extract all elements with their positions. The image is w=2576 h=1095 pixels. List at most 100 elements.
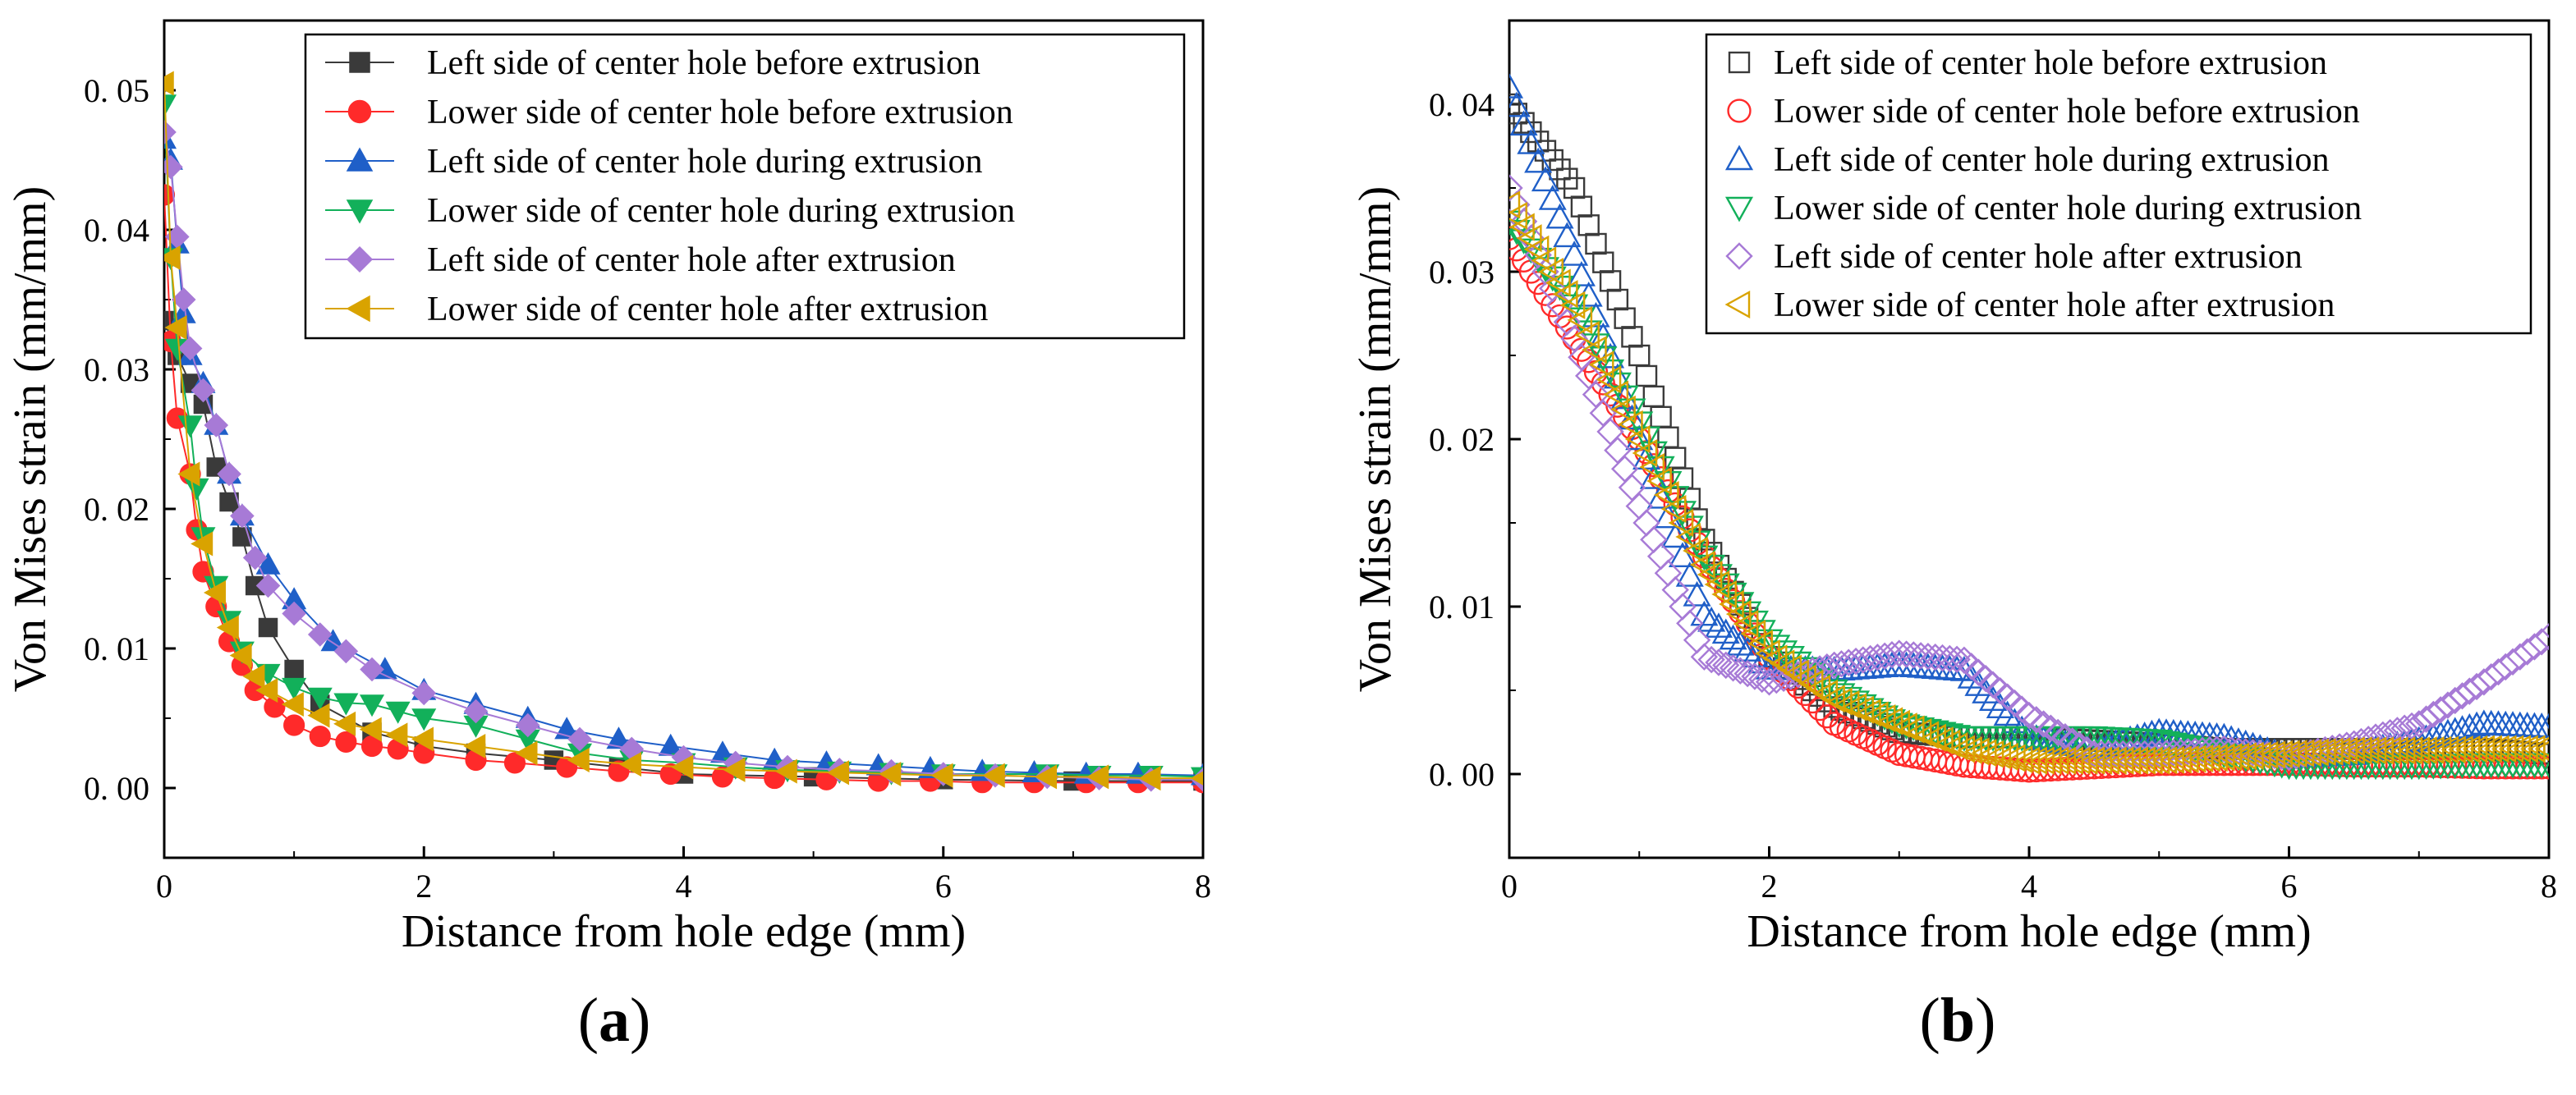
data-point [164, 245, 181, 271]
data-point [164, 314, 187, 341]
data-point [1661, 575, 1689, 604]
data-point [1957, 735, 1982, 765]
data-point [1697, 606, 1726, 632]
data-point [1871, 705, 1899, 731]
data-point [1704, 612, 1733, 638]
data-point [229, 643, 252, 668]
data-point [1913, 721, 1940, 749]
data-point [2527, 736, 2549, 761]
data-point [1669, 593, 1697, 621]
data-point [164, 154, 183, 180]
data-point [1617, 410, 1643, 438]
data-point [1725, 600, 1752, 629]
legend-item: Lower side of center hole after extrusio… [325, 291, 988, 328]
data-point [1848, 695, 1874, 724]
data-point [2029, 710, 2058, 738]
y-tick-label: 0. 01 [84, 630, 149, 667]
data-point [1559, 291, 1586, 319]
data-point [2376, 718, 2404, 747]
data-point [1719, 624, 1747, 650]
data-point [1654, 559, 1683, 587]
legend-marker [346, 147, 374, 172]
data-point [1820, 685, 1845, 713]
data-point [1599, 270, 1622, 292]
legend-item: Left side of center hole before extrusio… [1728, 44, 2327, 82]
legend-item: Lower side of center hole before extrusi… [325, 94, 1013, 131]
data-point [2519, 735, 2546, 763]
legend-item: Left side of center hole during extrusio… [325, 143, 982, 181]
data-point [216, 615, 239, 640]
data-point [1577, 214, 1600, 236]
data-point [203, 580, 226, 606]
data-point [1971, 739, 1997, 767]
data-point [2535, 623, 2549, 651]
data-point [1690, 600, 1719, 626]
data-point [930, 763, 953, 788]
data-point [242, 545, 268, 570]
data-point [1640, 525, 1668, 554]
data-point [1650, 405, 1672, 428]
y-tick-label: 0. 05 [84, 72, 149, 109]
y-tick-label: 0. 01 [1429, 589, 1495, 625]
data-point [1885, 709, 1910, 738]
data-point [1826, 687, 1853, 716]
data-point [309, 726, 331, 748]
data-point [255, 677, 278, 703]
data-point [1798, 657, 1826, 685]
data-point [1741, 662, 1769, 690]
data-point [1762, 666, 1790, 694]
y-tick-label: 0. 02 [1429, 421, 1495, 458]
data-point [1517, 238, 1545, 264]
data-point [1034, 764, 1057, 790]
data-point [1567, 305, 1593, 334]
data-point [258, 617, 278, 638]
data-point [1654, 470, 1683, 497]
data-point [2534, 712, 2549, 739]
data-point [1862, 701, 1889, 730]
x-tick-label: 8 [2541, 868, 2557, 905]
data-point [671, 754, 694, 780]
y-axis-title: Von Mises strain (mm/mm) [1350, 186, 1401, 693]
data-point [2023, 706, 2050, 734]
data-point [2398, 712, 2426, 740]
data-point [1683, 536, 1708, 566]
legend-label: Left side of center hole after extrusion [427, 241, 956, 279]
data-point [1697, 560, 1723, 589]
y-axis-title: Von Mises strain (mm/mm) [5, 186, 56, 693]
legend-label: Lower side of center hole after extrusio… [1774, 286, 2335, 324]
data-point [1614, 307, 1636, 329]
data-point [1928, 726, 1954, 755]
data-point [204, 413, 229, 438]
data-point [307, 687, 333, 710]
data-point [1509, 201, 1527, 231]
x-tick-label: 2 [416, 868, 432, 905]
data-point [1570, 195, 1593, 218]
data-point [1834, 690, 1860, 719]
data-point [1986, 741, 2012, 770]
data-point [1509, 91, 1531, 117]
data-point [1870, 703, 1896, 733]
data-point [1668, 542, 1697, 567]
data-point [1963, 737, 1990, 766]
legend-box [1705, 33, 2532, 335]
data-point [1642, 385, 1665, 408]
data-point [217, 461, 241, 487]
data-point [1582, 336, 1607, 364]
data-point [1516, 224, 1542, 253]
legend-marker [1725, 242, 1753, 270]
data-point [879, 761, 902, 787]
data-point [1712, 651, 1740, 680]
data-point [1906, 717, 1932, 747]
legend-item: Left side of center hole before extrusio… [325, 44, 980, 82]
data-point [283, 714, 305, 736]
panel-label-b: (b) [1920, 986, 1996, 1055]
data-point [1517, 129, 1545, 154]
data-point [1660, 494, 1687, 524]
data-point [1509, 110, 1538, 136]
data-point [1733, 659, 1761, 688]
data-point [164, 71, 174, 96]
series-6 [164, 71, 1203, 791]
data-point [1726, 657, 1755, 685]
data-point [1592, 251, 1614, 273]
data-point [1827, 683, 1856, 709]
